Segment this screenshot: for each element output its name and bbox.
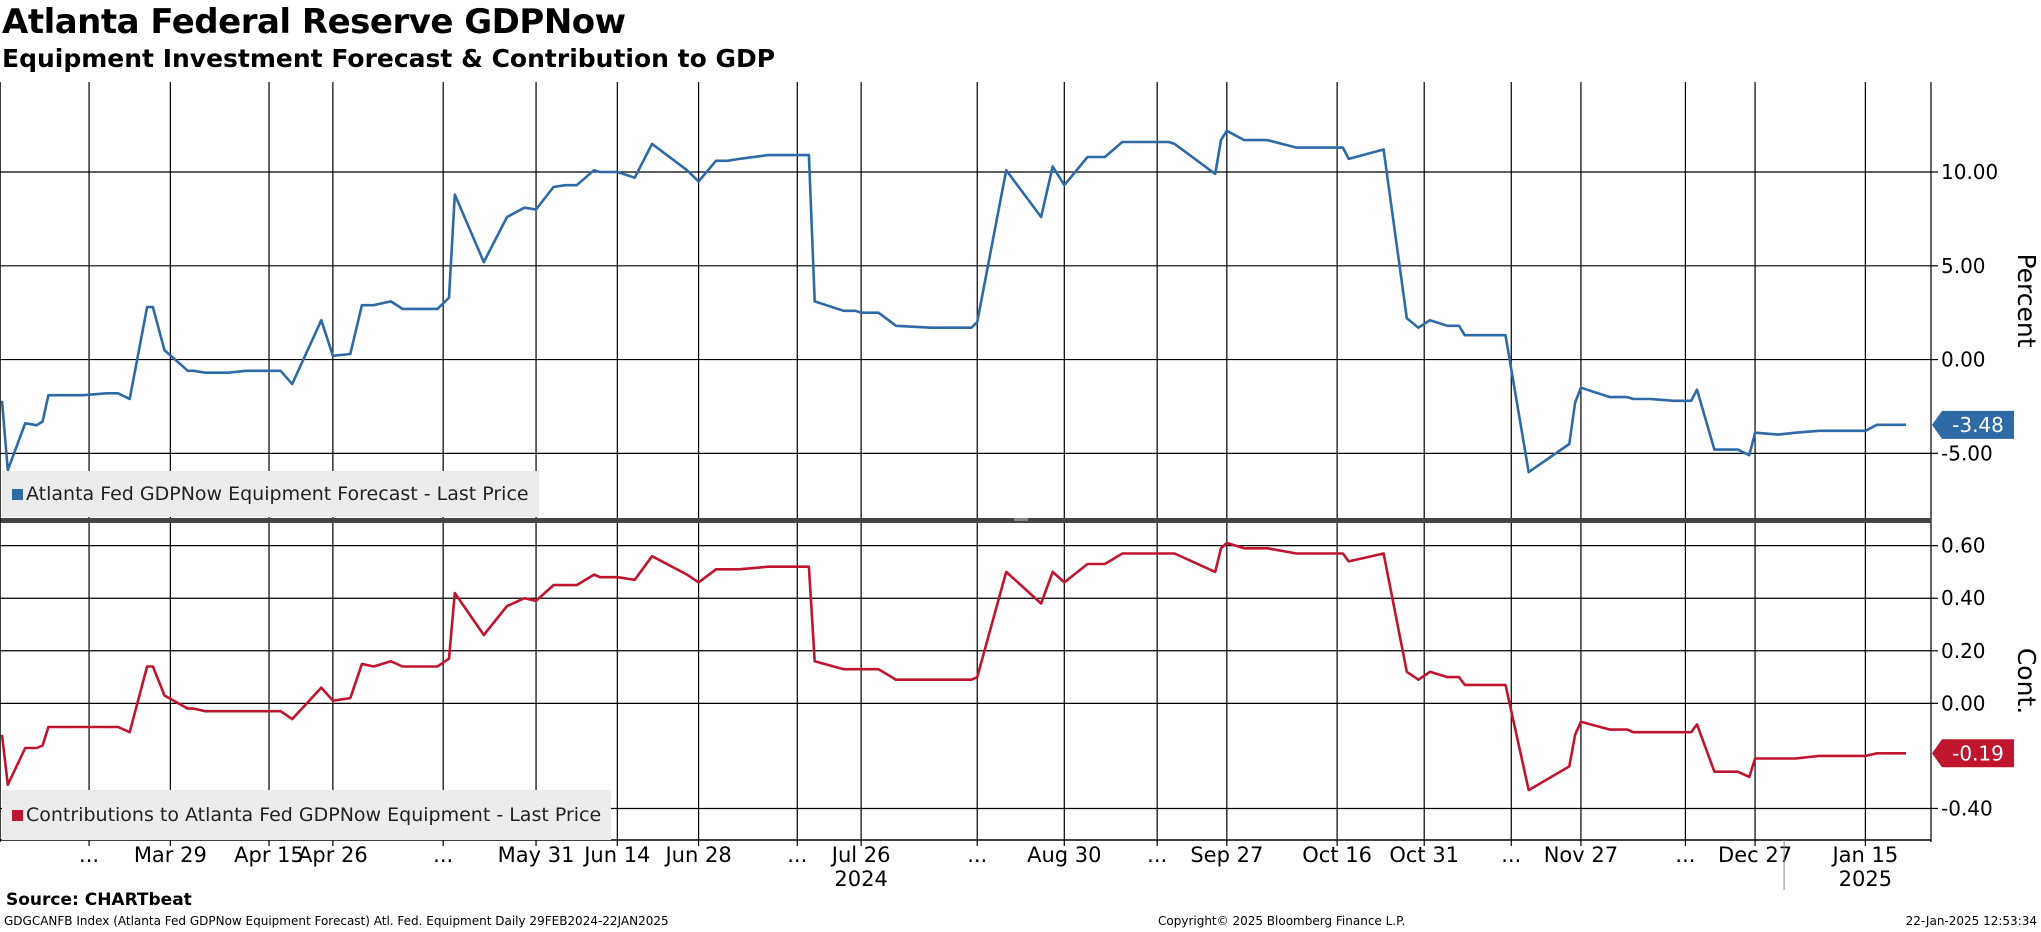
x-tick-label: ... bbox=[79, 843, 99, 867]
y-tick-label: -5.00 bbox=[1941, 441, 1993, 465]
copyright-note: Copyright© 2025 Bloomberg Finance L.P. bbox=[1158, 914, 1406, 928]
y-tick-label: 0.00 bbox=[1941, 691, 1986, 715]
legend-forecast-swatch bbox=[12, 488, 23, 500]
panel-separator bbox=[0, 518, 1931, 523]
chart-subtitle: Equipment Investment Forecast & Contribu… bbox=[2, 44, 776, 73]
x-tick-label: Apr 26 bbox=[298, 843, 368, 867]
y-axis-title: Percent bbox=[2012, 253, 2041, 347]
x-tick-label: ... bbox=[1501, 843, 1521, 867]
x-tick-label: Oct 16 bbox=[1302, 843, 1372, 867]
last-value-label: -0.19 bbox=[1952, 741, 2004, 765]
y-tick-label: 0.00 bbox=[1941, 348, 1986, 372]
panel-resize-handle bbox=[1014, 518, 1028, 521]
legend-contribution: Contributions to Atlanta Fed GDPNow Equi… bbox=[2, 790, 612, 840]
last-value-tag: -0.19 bbox=[1932, 739, 2014, 768]
x-tick-label: ... bbox=[433, 843, 453, 867]
x-tick-label: Sep 27 bbox=[1190, 843, 1263, 867]
x-tick-label: ... bbox=[1675, 843, 1695, 867]
x-tick-label: Jul 26 bbox=[830, 843, 891, 867]
chart-title: Atlanta Federal Reserve GDPNow bbox=[2, 2, 626, 42]
x-year-label: 2025 bbox=[1839, 867, 1892, 891]
last-value-badge bbox=[1932, 410, 2014, 439]
x-tick-label: Aug 30 bbox=[1027, 843, 1101, 867]
x-tick-label: Jan 15 bbox=[1830, 843, 1898, 867]
legend-contribution-label: Contributions to Atlanta Fed GDPNow Equi… bbox=[26, 804, 602, 826]
x-tick-label: ... bbox=[967, 843, 987, 867]
x-tick-label: Apr 15 bbox=[234, 843, 304, 867]
x-tick-label: Jun 14 bbox=[582, 843, 650, 867]
y-tick-label: 0.60 bbox=[1941, 534, 1986, 558]
series-line-forecast bbox=[0, 129, 1906, 474]
x-tick-label: Nov 27 bbox=[1544, 843, 1618, 867]
x-tick-label: Jun 28 bbox=[663, 843, 731, 867]
x-tick-label: Mar 29 bbox=[134, 843, 207, 867]
x-tick-label: ... bbox=[787, 843, 807, 867]
ticker-info: GDGCANFB Index (Atlanta Fed GDPNow Equip… bbox=[4, 914, 669, 928]
legend-forecast-label: Atlanta Fed GDPNow Equipment Forecast - … bbox=[26, 483, 529, 505]
legend-forecast: Atlanta Fed GDPNow Equipment Forecast - … bbox=[2, 471, 539, 517]
x-tick-label: ... bbox=[1147, 843, 1167, 867]
last-value-tag: -3.48 bbox=[1932, 410, 2014, 439]
timestamp: 22-Jan-2025 12:53:34 bbox=[1905, 914, 2037, 928]
series-line-contribution bbox=[0, 541, 1906, 792]
y-tick-label: 5.00 bbox=[1941, 254, 1986, 278]
y-tick-label: -0.40 bbox=[1941, 796, 1993, 820]
y-axis-title: Cont. bbox=[2012, 648, 2041, 714]
x-year-label: 2024 bbox=[834, 867, 887, 891]
y-tick-label: 10.00 bbox=[1941, 160, 1998, 184]
last-value-badge bbox=[1932, 739, 2014, 768]
legend-contribution-swatch bbox=[12, 809, 23, 821]
source-note: Source: CHARTbeat bbox=[6, 890, 192, 910]
y-tick-label: 0.40 bbox=[1941, 586, 1986, 610]
x-tick-label: May 31 bbox=[498, 843, 575, 867]
x-tick-label: Oct 31 bbox=[1389, 843, 1459, 867]
y-tick-label: 0.20 bbox=[1941, 639, 1986, 663]
last-value-label: -3.48 bbox=[1952, 413, 2004, 437]
x-tick-label: Dec 27 bbox=[1718, 843, 1792, 867]
